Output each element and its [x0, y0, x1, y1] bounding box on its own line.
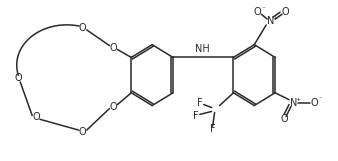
Text: F: F	[210, 124, 215, 134]
Text: O: O	[15, 73, 22, 83]
Text: O: O	[254, 7, 261, 17]
Text: O: O	[79, 127, 87, 137]
Text: N: N	[290, 98, 298, 108]
Text: N: N	[267, 16, 275, 26]
Text: F: F	[193, 111, 199, 121]
Text: F: F	[197, 98, 202, 108]
Text: +: +	[295, 97, 300, 102]
Text: O: O	[110, 43, 117, 53]
Text: O: O	[79, 23, 87, 33]
Text: +: +	[272, 16, 278, 21]
Text: ⁻: ⁻	[261, 6, 265, 12]
Text: O: O	[281, 7, 289, 17]
Text: O: O	[32, 112, 40, 122]
Text: NH: NH	[195, 44, 210, 54]
Text: O: O	[280, 114, 288, 124]
Text: O: O	[311, 98, 319, 108]
Text: O: O	[110, 102, 117, 112]
Text: ⁻: ⁻	[319, 97, 322, 103]
